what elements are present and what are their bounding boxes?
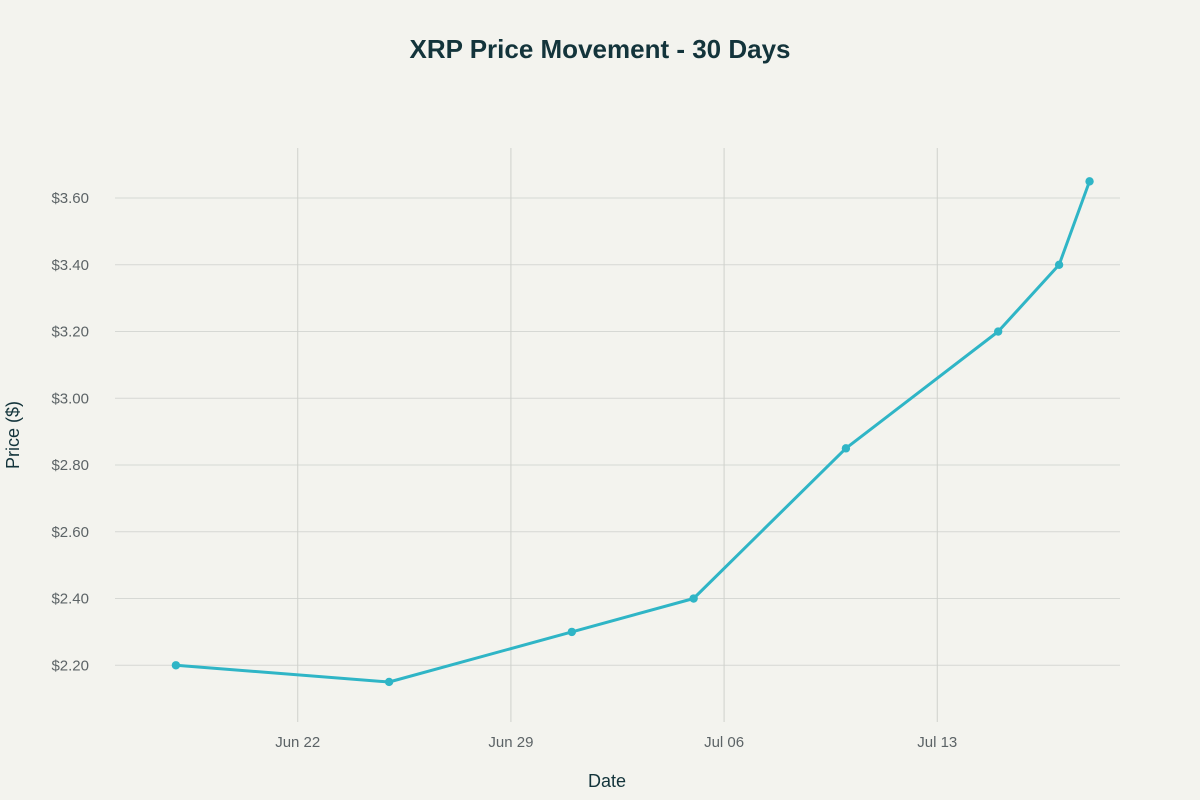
y-tick-label: $3.20 (51, 324, 89, 341)
data-point[interactable] (993, 327, 1003, 336)
y-tick-label: $3.00 (51, 390, 89, 407)
data-point[interactable] (841, 444, 851, 453)
series-layer (171, 177, 1094, 687)
x-tick-label: Jun 29 (488, 734, 533, 751)
data-point[interactable] (567, 627, 577, 637)
y-tick-label: $2.80 (51, 457, 89, 474)
data-point[interactable] (689, 594, 698, 603)
y-axis-ticks: $2.20 $2.40 $2.60 $2.80 $3.00 $3.20 $3.40 $3.60 (51, 190, 89, 674)
series-line (174, 179, 1091, 684)
y-tick-label: $3.60 (51, 190, 89, 207)
data-point[interactable] (1054, 260, 1064, 270)
data-point[interactable] (1085, 177, 1094, 186)
x-axis-title: Date (588, 771, 626, 791)
y-axis-title: Price ($) (3, 401, 23, 469)
y-tick-label: $2.20 (51, 657, 89, 674)
gridlines (115, 148, 1120, 722)
y-tick-label: $2.40 (51, 591, 89, 608)
y-tick-label: $2.60 (51, 524, 89, 541)
x-tick-label: Jun 22 (275, 734, 320, 751)
x-tick-label: Jul 06 (704, 734, 744, 751)
y-tick-label: $3.40 (51, 257, 89, 274)
data-point[interactable] (384, 677, 394, 687)
chart-title: XRP Price Movement - 30 Days (409, 34, 790, 64)
x-tick-label: Jul 13 (917, 734, 957, 751)
data-point[interactable] (171, 661, 181, 670)
x-axis-ticks: Jun 22 Jun 29 Jul 06 Jul 13 (275, 734, 957, 751)
